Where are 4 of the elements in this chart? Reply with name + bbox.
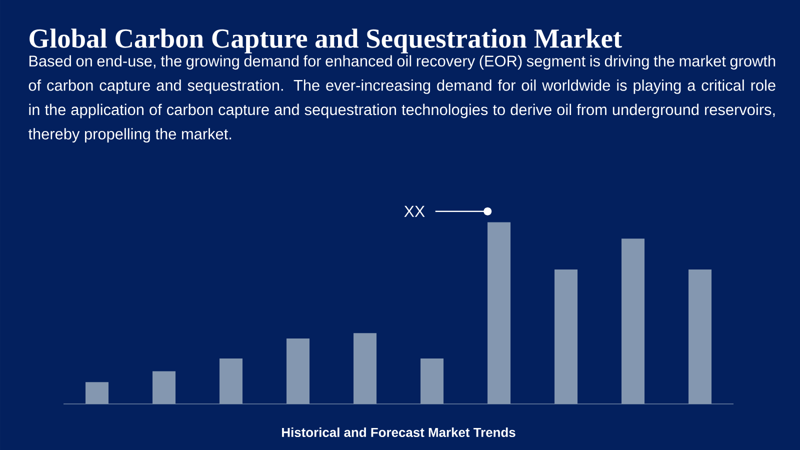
text: XX bbox=[404, 206, 425, 217]
chart-subtitle: Based on end-use, the growing demand for enhanced oil recovery (EOR) segment is driving the market growth of carbon capture and sequestration. The ever-increasing demand for oil worldwide is playing a critical role in the application of carbon capture and sequestration technologies to derive oil from underground reservoirs, thereby propelling the market. bbox=[28, 55, 776, 143]
x-axis-title: Historical and Forecast Market Trends bbox=[282, 428, 516, 438]
chart-title: Global Carbon Capture and Sequestration Market bbox=[30, 28, 622, 54]
